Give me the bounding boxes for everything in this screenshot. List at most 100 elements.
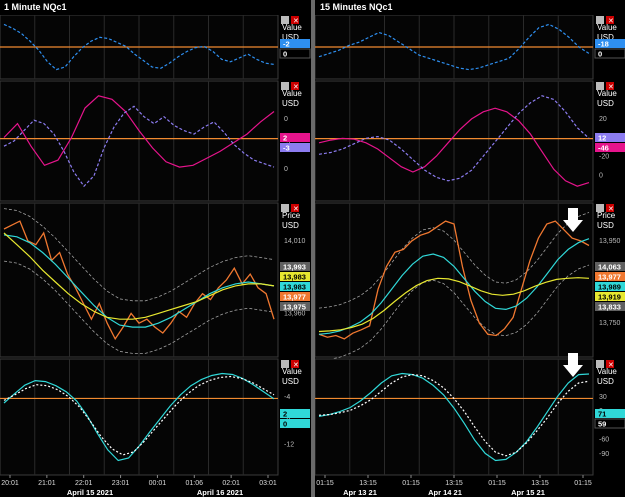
value-badge — [280, 282, 310, 291]
series-line-2 — [318, 238, 590, 335]
series-line-2 — [318, 373, 590, 457]
close-button[interactable] — [606, 204, 614, 212]
restore-button[interactable] — [596, 82, 604, 90]
restore-button[interactable] — [596, 204, 604, 212]
x-tick-label: 01:15 — [402, 480, 420, 487]
value-badge-text: 0 — [283, 50, 287, 59]
value-badge — [280, 292, 310, 301]
value-badge-text: 13,993 — [283, 263, 306, 272]
x-tick-label: 01:15 — [488, 480, 506, 487]
series-line-1 — [318, 372, 590, 462]
date-label: Apr 13 21 — [343, 488, 377, 497]
value-badge — [595, 272, 625, 281]
y-tick-label: -90 — [599, 451, 609, 458]
series-line-2 — [3, 105, 275, 188]
x-tick-label: 01:15 — [574, 480, 592, 487]
close-icon: ✕ — [608, 362, 614, 369]
value-badge-text: 14,063 — [598, 263, 621, 272]
close-button[interactable] — [606, 16, 614, 24]
series-line-1 — [318, 220, 590, 340]
pane-label: Value — [597, 23, 617, 32]
close-button[interactable] — [606, 82, 614, 90]
value-badge-text: 0 — [598, 50, 602, 59]
value-badge — [595, 262, 625, 271]
window-divider[interactable] — [311, 0, 315, 497]
x-tick-label: 03:01 — [259, 480, 277, 487]
pane-label: Value — [282, 89, 302, 98]
right-time-axis[interactable]: 01:15 13:15 01:15 13:15 01:15 13:15 01:15 Apr 1… — [316, 475, 592, 497]
y-tick-label: -4 — [284, 394, 290, 401]
value-badge — [595, 143, 625, 152]
value-badge — [280, 39, 310, 48]
lower-band-line — [3, 260, 275, 354]
value-badge-text: 59 — [598, 420, 606, 429]
pane-label: Value — [597, 89, 617, 98]
series-line-1 — [3, 372, 275, 462]
value-badge — [595, 133, 625, 142]
close-icon: ✕ — [293, 206, 299, 213]
restore-button[interactable] — [596, 16, 604, 24]
close-icon: ✕ — [293, 362, 299, 369]
y-tick-label: -20 — [599, 154, 609, 161]
y-tick-label: 13,750 — [599, 320, 621, 327]
restore-button[interactable] — [281, 16, 289, 24]
value-badge-text: 13,989 — [598, 283, 621, 292]
series-line-1 — [318, 107, 590, 187]
lower-band-line — [318, 264, 590, 361]
restore-button[interactable] — [281, 360, 289, 368]
down-arrow-icon — [563, 353, 583, 377]
value-badge — [280, 262, 310, 271]
pane-unit: USD — [282, 99, 299, 108]
restore-button[interactable] — [281, 204, 289, 212]
y-tick-label: 30 — [599, 394, 607, 401]
x-tick-label: 21:01 — [38, 480, 56, 487]
value-badge-text: 71 — [598, 410, 606, 419]
x-tick-label: 00:01 — [149, 480, 167, 487]
x-tick-label: 13:15 — [531, 480, 549, 487]
value-badge-text: 13,983 — [283, 283, 306, 292]
value-badge-text: 13,919 — [598, 293, 621, 302]
series-line-1 — [3, 220, 275, 341]
close-button[interactable] — [291, 82, 299, 90]
pane-label: Value — [282, 23, 302, 32]
x-tick-label: 01:15 — [316, 480, 334, 487]
series-line-1 — [318, 23, 590, 71]
value-badge — [594, 418, 625, 429]
close-button[interactable] — [291, 204, 299, 212]
value-badge-text: 13,977 — [598, 273, 621, 282]
close-button[interactable] — [291, 16, 299, 24]
y-tick-label: 0 — [284, 166, 288, 173]
close-icon: ✕ — [608, 206, 614, 213]
y-tick-label: -60 — [599, 437, 609, 444]
value-badge-text: 2 — [283, 134, 287, 143]
close-button[interactable] — [606, 360, 614, 368]
x-tick-label: 02:01 — [222, 480, 240, 487]
pane-unit: USD — [282, 377, 299, 386]
close-button[interactable] — [291, 360, 299, 368]
series-line-1 — [3, 23, 275, 71]
close-icon: ✕ — [608, 18, 614, 25]
left-pane-3[interactable]: PriceUSD✕14,01013,99013,96013,99313,9831… — [0, 202, 310, 358]
right-chart[interactable]: ValueUSD✕-180ValueUSD✕200-20012-46PriceU… — [315, 15, 625, 497]
upper-band-line — [3, 208, 275, 302]
left-window-title: 1 Minute NQc1 — [4, 2, 67, 12]
series-line-3 — [318, 277, 590, 333]
value-badge-text: 13,977 — [283, 293, 306, 302]
restore-button[interactable] — [281, 82, 289, 90]
restore-button[interactable] — [596, 360, 604, 368]
value-badge — [280, 302, 310, 311]
upper-band-line — [318, 212, 590, 309]
value-badge — [594, 48, 625, 59]
left-time-axis[interactable]: 20:01 21:01 22:01 23:01 00:01 01:06 02:01 03:01… — [1, 475, 277, 497]
x-tick-label: 22:01 — [75, 480, 93, 487]
pane-label: Value — [597, 367, 617, 376]
right-pane-3[interactable]: PriceUSD✕13,95013,85013,80013,75014,0631… — [315, 202, 625, 361]
right-window-title: 15 Minutes NQc1 — [320, 2, 393, 12]
left-chart[interactable]: ValueUSD✕-20ValueUSD✕0-202-3PriceUSD✕14,… — [0, 15, 311, 497]
